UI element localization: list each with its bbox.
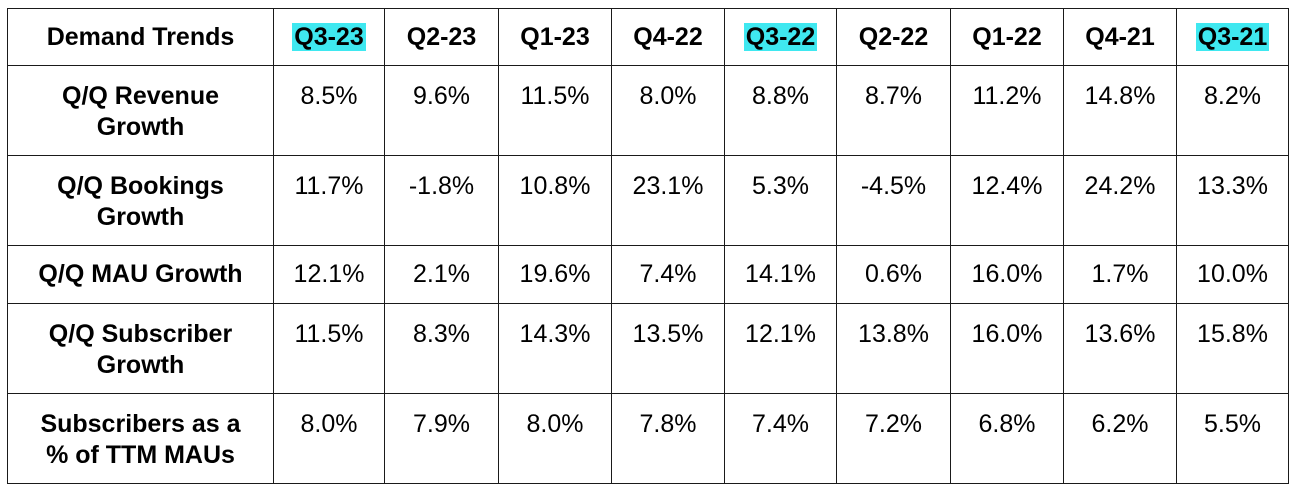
header-label: Q4-21 bbox=[1085, 22, 1155, 51]
column-header: Q2-22 bbox=[836, 8, 951, 66]
table-cell: 10.8% bbox=[498, 155, 612, 246]
highlighted-header-label: Q3-23 bbox=[292, 22, 366, 51]
table-cell: 11.7% bbox=[273, 155, 385, 246]
table-cell: 7.8% bbox=[611, 393, 725, 484]
demand-trends-table-container: Demand Trends Q3-23 Q2-23 Q1-23 Q4-22 Q3… bbox=[7, 8, 1289, 484]
table-cell: 9.6% bbox=[384, 65, 499, 156]
table-cell: 7.4% bbox=[724, 393, 837, 484]
table-cell: 8.5% bbox=[273, 65, 385, 156]
table-cell: 16.0% bbox=[950, 245, 1064, 304]
column-header: Q3-21 bbox=[1176, 8, 1289, 66]
table-cell: 23.1% bbox=[611, 155, 725, 246]
table-cell: 11.5% bbox=[273, 303, 385, 394]
table-cell: 7.9% bbox=[384, 393, 499, 484]
table-cell: 15.8% bbox=[1176, 303, 1289, 394]
table-cell: 1.7% bbox=[1063, 245, 1177, 304]
highlighted-header-label: Q3-22 bbox=[743, 22, 818, 51]
header-label: Q2-22 bbox=[858, 22, 929, 51]
table-cell: -1.8% bbox=[384, 155, 499, 246]
table-cell: 2.1% bbox=[384, 245, 499, 304]
table-cell: 5.3% bbox=[724, 155, 837, 246]
table-cell: 8.0% bbox=[273, 393, 385, 484]
table-cell: 6.2% bbox=[1063, 393, 1177, 484]
table-cell: 5.5% bbox=[1176, 393, 1289, 484]
row-label: Q/Q MAU Growth bbox=[7, 245, 274, 304]
table-cell: 12.4% bbox=[950, 155, 1064, 246]
table-cell: 8.0% bbox=[498, 393, 612, 484]
table-cell: 13.5% bbox=[611, 303, 725, 394]
table-row: Subscribers as a% of TTM MAUs 8.0% 7.9% … bbox=[7, 393, 1289, 484]
table-cell: 8.2% bbox=[1176, 65, 1289, 156]
header-label: Q1-22 bbox=[972, 22, 1042, 51]
table-cell: 14.1% bbox=[724, 245, 837, 304]
table-cell: 12.1% bbox=[724, 303, 837, 394]
table-cell: 14.8% bbox=[1063, 65, 1177, 156]
table-cell: 16.0% bbox=[950, 303, 1064, 394]
table-cell: 8.7% bbox=[836, 65, 951, 156]
column-header: Q3-22 bbox=[724, 8, 837, 66]
table-cell: 12.1% bbox=[273, 245, 385, 304]
table-cell: -4.5% bbox=[836, 155, 951, 246]
corner-header: Demand Trends bbox=[7, 8, 274, 66]
table-cell: 10.0% bbox=[1176, 245, 1289, 304]
table-cell: 11.5% bbox=[498, 65, 612, 156]
demand-trends-table: Demand Trends Q3-23 Q2-23 Q1-23 Q4-22 Q3… bbox=[7, 8, 1289, 484]
table-cell: 8.3% bbox=[384, 303, 499, 394]
highlighted-header-label: Q3-21 bbox=[1195, 22, 1270, 51]
row-label: Q/Q Subscriber Growth bbox=[7, 303, 274, 394]
column-header: Q3-23 bbox=[273, 8, 385, 66]
column-header: Q1-22 bbox=[950, 8, 1064, 66]
table-row: Q/Q MAU Growth 12.1% 2.1% 19.6% 7.4% 14.… bbox=[7, 245, 1289, 304]
row-label: Q/Q Bookings Growth bbox=[7, 155, 274, 246]
table-row: Q/Q Revenue Growth 8.5% 9.6% 11.5% 8.0% 8… bbox=[7, 65, 1289, 156]
table-cell: 7.2% bbox=[836, 393, 951, 484]
row-label: Subscribers as a% of TTM MAUs bbox=[7, 393, 274, 484]
header-label: Q1-23 bbox=[520, 22, 590, 51]
table-cell: 6.8% bbox=[950, 393, 1064, 484]
table-cell: 7.4% bbox=[611, 245, 725, 304]
column-header: Q4-21 bbox=[1063, 8, 1177, 66]
header-row: Demand Trends Q3-23 Q2-23 Q1-23 Q4-22 Q3… bbox=[7, 8, 1289, 66]
table-cell: 11.2% bbox=[950, 65, 1064, 156]
table-row: Q/Q Subscriber Growth 11.5% 8.3% 14.3% 13… bbox=[7, 303, 1289, 394]
table-cell: 14.3% bbox=[498, 303, 612, 394]
row-label: Q/Q Revenue Growth bbox=[7, 65, 274, 156]
table-cell: 8.8% bbox=[724, 65, 837, 156]
column-header: Q2-23 bbox=[384, 8, 499, 66]
table-cell: 13.6% bbox=[1063, 303, 1177, 394]
table-row: Q/Q Bookings Growth 11.7% -1.8% 10.8% 23.… bbox=[7, 155, 1289, 246]
table-cell: 0.6% bbox=[836, 245, 951, 304]
table-cell: 8.0% bbox=[611, 65, 725, 156]
column-header: Q4-22 bbox=[611, 8, 725, 66]
header-label: Q2-23 bbox=[406, 22, 477, 51]
column-header: Q1-23 bbox=[498, 8, 612, 66]
table-cell: 13.8% bbox=[836, 303, 951, 394]
table-cell: 19.6% bbox=[498, 245, 612, 304]
table-cell: 24.2% bbox=[1063, 155, 1177, 246]
header-label: Q4-22 bbox=[633, 22, 703, 51]
table-cell: 13.3% bbox=[1176, 155, 1289, 246]
